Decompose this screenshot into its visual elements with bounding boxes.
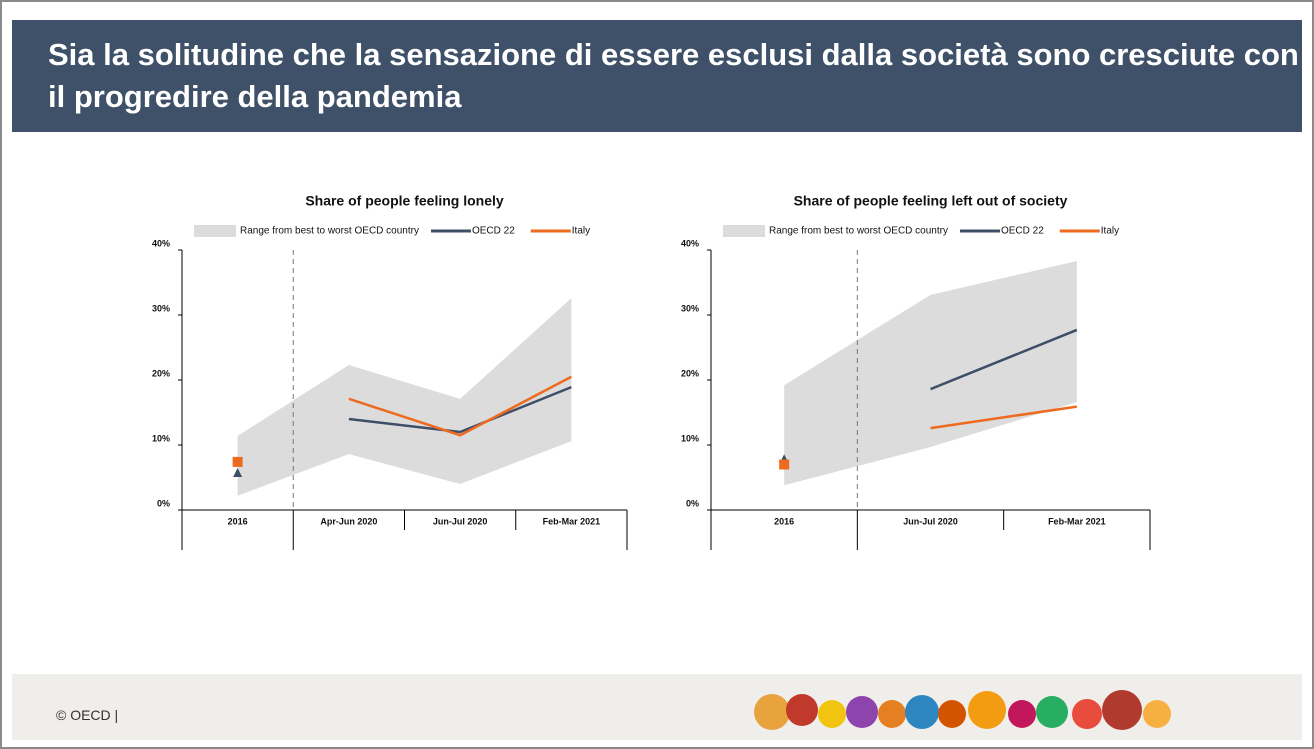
legend-label: OECD 22 <box>1001 226 1044 237</box>
chart-title: Share of people feeling left out of soci… <box>794 193 1068 209</box>
legend-label: OECD 22 <box>472 226 515 237</box>
x-tick-label: Jun-Jul 2020 <box>903 516 958 526</box>
x-tick-label: 2016 <box>774 516 794 526</box>
marker <box>233 457 243 467</box>
legend-swatch <box>194 225 236 237</box>
copyright: © OECD | <box>56 707 118 723</box>
header: Sia la solitudine che la sensazione di e… <box>12 20 1302 132</box>
y-tick-label: 40% <box>152 238 170 248</box>
legend-label: Italy <box>1101 226 1119 237</box>
range-band <box>784 261 1077 485</box>
y-tick-label: 0% <box>157 498 170 508</box>
x-tick-label: Feb-Mar 2021 <box>543 516 601 526</box>
legend-label: Italy <box>572 226 590 237</box>
range-band <box>238 298 572 496</box>
footer: © OECD | <box>12 674 1302 740</box>
faces-banner <box>742 674 1242 740</box>
marker <box>779 460 789 470</box>
y-tick-label: 10% <box>152 433 170 443</box>
y-tick-label: 30% <box>681 303 699 313</box>
legend-label: Range from best to worst OECD country <box>769 226 948 237</box>
x-tick-label: 2016 <box>228 516 248 526</box>
y-tick-label: 40% <box>681 238 699 248</box>
y-tick-label: 10% <box>681 433 699 443</box>
legend-label: Range from best to worst OECD country <box>240 226 419 237</box>
charts: Share of people feeling lonely Range from… <box>2 132 1312 672</box>
x-tick-label: Feb-Mar 2021 <box>1048 516 1106 526</box>
slide: Sia la solitudine che la sensazione di e… <box>0 0 1314 749</box>
y-tick-label: 20% <box>681 368 699 378</box>
legend-swatch <box>723 225 765 237</box>
x-tick-label: Apr-Jun 2020 <box>320 516 377 526</box>
slide-title: Sia la solitudine che la sensazione di e… <box>12 20 1302 118</box>
chart-title: Share of people feeling lonely <box>305 193 504 209</box>
y-tick-label: 0% <box>686 498 699 508</box>
x-tick-label: Jun-Jul 2020 <box>433 516 488 526</box>
y-tick-label: 20% <box>152 368 170 378</box>
y-tick-label: 30% <box>152 303 170 313</box>
